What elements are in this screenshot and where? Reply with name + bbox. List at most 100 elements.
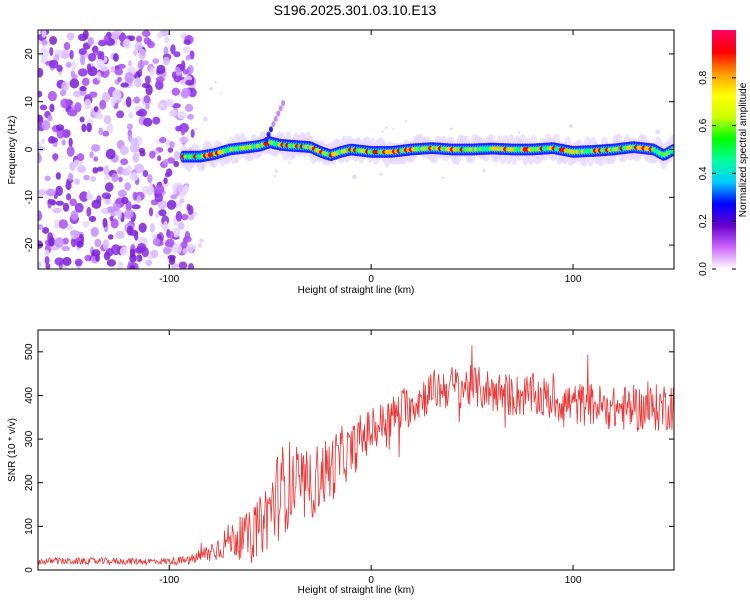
spectrogram-noise-cell	[74, 102, 82, 113]
spectrogram-noise-cell	[65, 193, 72, 201]
spectrogram-noise-cell	[177, 222, 185, 230]
spectrogram-ytick-label: 20	[24, 48, 35, 60]
spectrogram-noise-cell	[96, 58, 104, 69]
spectrogram-noise-cell	[101, 91, 111, 103]
spectrogram-noise-cell	[91, 199, 102, 209]
spectrogram-noise-cell	[118, 32, 126, 43]
spectrogram-noise-cell	[47, 115, 53, 122]
spectrogram-noise-cell	[185, 79, 195, 86]
spectrogram-noise-cell	[185, 54, 191, 61]
spectrogram-noise-cell	[90, 227, 99, 238]
spectrogram-noise-cell	[164, 172, 171, 178]
spectrogram-noise-cell	[41, 39, 48, 46]
spectrogram-noise-cell	[127, 60, 132, 67]
spectrogram-noise-cell	[163, 247, 172, 255]
spectrogram-noise-cell	[136, 254, 143, 263]
spectrogram-noise-cell	[82, 30, 89, 40]
spectrogram-noise-cell	[141, 30, 151, 38]
spectrogram-noise-cell	[123, 38, 131, 49]
spectrogram-noise-cell	[172, 243, 182, 255]
spectrogram-noise-cell	[110, 31, 121, 38]
spectrogram-noise-cell	[117, 261, 124, 269]
spectrogram-noise-cell	[102, 239, 110, 250]
spectrogram-faint-cell	[517, 131, 521, 135]
spectrogram-noise-cell	[49, 103, 55, 113]
spectrogram-noise-cell	[125, 200, 132, 212]
spectrogram-noise-cell	[131, 204, 141, 210]
spectrogram-faint-cell	[274, 174, 277, 178]
spectrogram-noise-cell	[107, 234, 114, 240]
spectrogram-noise-cell	[45, 263, 51, 269]
spectrogram-noise-cell	[176, 184, 184, 193]
spectrogram-noise-cell	[147, 174, 153, 184]
spectrogram-noise-cell	[38, 261, 42, 269]
colorbar-tick-label: 0.2	[698, 214, 709, 228]
spectrogram-noise-cell	[93, 105, 99, 113]
spectrogram-faint-cell	[197, 242, 203, 248]
spectrogram-noise-cell	[76, 240, 84, 248]
spectrogram-noise-cell	[38, 153, 42, 164]
snr-ylabel: SNR (10 * v/v)	[7, 418, 18, 482]
spectrogram-noise-cell	[70, 70, 76, 77]
spectrogram-noise-cell	[165, 100, 174, 108]
spectrogram-streak-cell	[276, 110, 281, 117]
spectrogram-streak-cell	[266, 131, 271, 138]
spectrogram-noise-cell	[89, 151, 94, 159]
spectrogram-noise-cell	[111, 172, 119, 183]
spectrogram-noise-cell	[151, 233, 158, 240]
spectrogram-noise-cell	[182, 69, 189, 75]
spectrogram-noise-cell	[81, 77, 90, 86]
spectrogram-streak-cell	[264, 136, 269, 143]
spectrogram-noise-cell	[96, 166, 104, 172]
spectrogram-noise-cell	[126, 225, 134, 236]
spectrogram-noise-cell	[175, 210, 183, 222]
spectrogram-noise-cell	[61, 81, 69, 92]
spectrogram-noise-cell	[80, 54, 86, 66]
spectrogram-noise-cell	[184, 103, 194, 112]
spectrogram-noise-cell	[86, 190, 92, 200]
snr-ytick-label: 200	[24, 474, 35, 491]
spectrogram-noise-cell	[135, 35, 143, 43]
spectrogram-noise-cell	[187, 113, 195, 120]
spectrogram-noise-cell	[110, 218, 119, 229]
spectrogram-faint-cell	[203, 116, 208, 122]
spectrogram-noise-cell	[166, 199, 177, 210]
spectrogram-noise-cell	[180, 126, 186, 136]
spectrogram-noise-cell	[134, 77, 142, 88]
spectrogram-noise-cell	[170, 263, 179, 269]
spectrogram-noise-cell	[139, 150, 146, 157]
spectrogram-noise-cell	[112, 53, 119, 62]
spectrogram-noise-cell	[182, 248, 188, 254]
spectrogram-noise-cell	[129, 253, 137, 263]
spectrogram-noise-cell	[134, 163, 145, 174]
spectrogram-noise-cell	[42, 226, 50, 234]
spectrogram-noise-cell	[121, 196, 129, 205]
spectrogram-noise-cell	[54, 237, 64, 248]
spectrogram-noise-cell	[152, 238, 161, 246]
colorbar-tick-label: 0.4	[698, 166, 709, 180]
spectrogram-noise-cell	[120, 158, 129, 166]
spectrogram-noise-cell	[152, 116, 161, 125]
spectrogram-streak-cell	[278, 105, 283, 112]
spectrogram-noise-cell	[159, 136, 167, 143]
spectrogram-noise-cell	[180, 60, 186, 72]
snr-plot: -100 0 100 0 100 200 300 400 500 Height of strai…	[7, 329, 675, 596]
spectrogram-noise-cell	[148, 207, 154, 217]
spectrogram-noise-cell	[110, 66, 116, 73]
spectrogram-ytick-label: -20	[24, 237, 35, 252]
snr-background	[38, 330, 674, 570]
spectrogram-noise-cell	[157, 199, 167, 210]
spectrogram-noise-cell	[188, 87, 197, 98]
spectrogram-noise-cell	[44, 249, 50, 257]
spectrogram-noise-cell	[96, 71, 102, 81]
spectrogram-noise-cell	[118, 176, 123, 183]
spectrogram-noise-cell	[84, 98, 92, 110]
colorbar-ticks: 0.0 0.2 0.4 0.6 0.8	[698, 70, 736, 276]
spectrogram-noise-cell	[128, 35, 136, 42]
spectrogram-noise-cell	[103, 34, 110, 43]
spectrogram-noise-cell	[171, 87, 181, 96]
figure-title: S196.2025.301.03.10.E13	[274, 2, 437, 18]
spectrogram-xtick-label: 100	[565, 274, 582, 285]
